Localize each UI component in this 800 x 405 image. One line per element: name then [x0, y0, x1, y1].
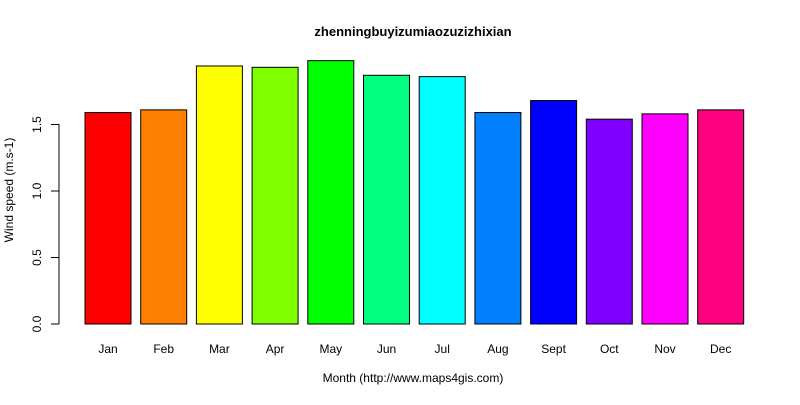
bar-feb: [140, 109, 188, 325]
y-tick-label: 1.0: [30, 182, 44, 199]
y-axis-label: Wind speed (m.s-1): [2, 138, 16, 243]
bar-jan: [84, 112, 132, 325]
x-tick-label: Sept: [541, 342, 566, 356]
chart-title: zhenningbuyizumiaozuzizhixian: [314, 24, 511, 39]
x-tick-label: Apr: [266, 342, 285, 356]
x-axis-label: Month (http://www.maps4gis.com): [323, 371, 504, 385]
x-tick-labels: Jan Feb Mar Apr May Jun Jul Aug Sept Oct Nov Dec: [98, 342, 731, 356]
x-tick-label: Jun: [377, 342, 396, 356]
x-tick-label: Feb: [153, 342, 174, 356]
bar-oct: [585, 118, 633, 325]
bar-aug: [474, 112, 522, 325]
y-tick-label: 0.0: [30, 315, 44, 332]
bar-mar: [195, 65, 243, 325]
x-tick-label: Jan: [98, 342, 117, 356]
bar-apr: [251, 66, 299, 325]
x-tick-label: Dec: [710, 342, 731, 356]
y-tick-label: 0.5: [30, 249, 44, 266]
x-tick-label: Jul: [435, 342, 450, 356]
bar-jun: [363, 74, 410, 325]
bar-dec: [697, 109, 745, 325]
x-tick-label: Oct: [600, 342, 619, 356]
bar-nov: [641, 113, 689, 325]
bar-sept: [530, 100, 578, 325]
x-tick-label: May: [319, 342, 342, 356]
bar-may: [307, 60, 355, 325]
bar-jul: [418, 76, 466, 325]
x-tick-label: Nov: [654, 342, 675, 356]
bars: [84, 60, 745, 325]
y-ticks: 0.0 0.5 1.0 1.5: [30, 116, 59, 332]
x-tick-label: Mar: [209, 342, 230, 356]
x-tick-label: Aug: [487, 342, 508, 356]
y-tick-label: 1.5: [30, 116, 44, 133]
